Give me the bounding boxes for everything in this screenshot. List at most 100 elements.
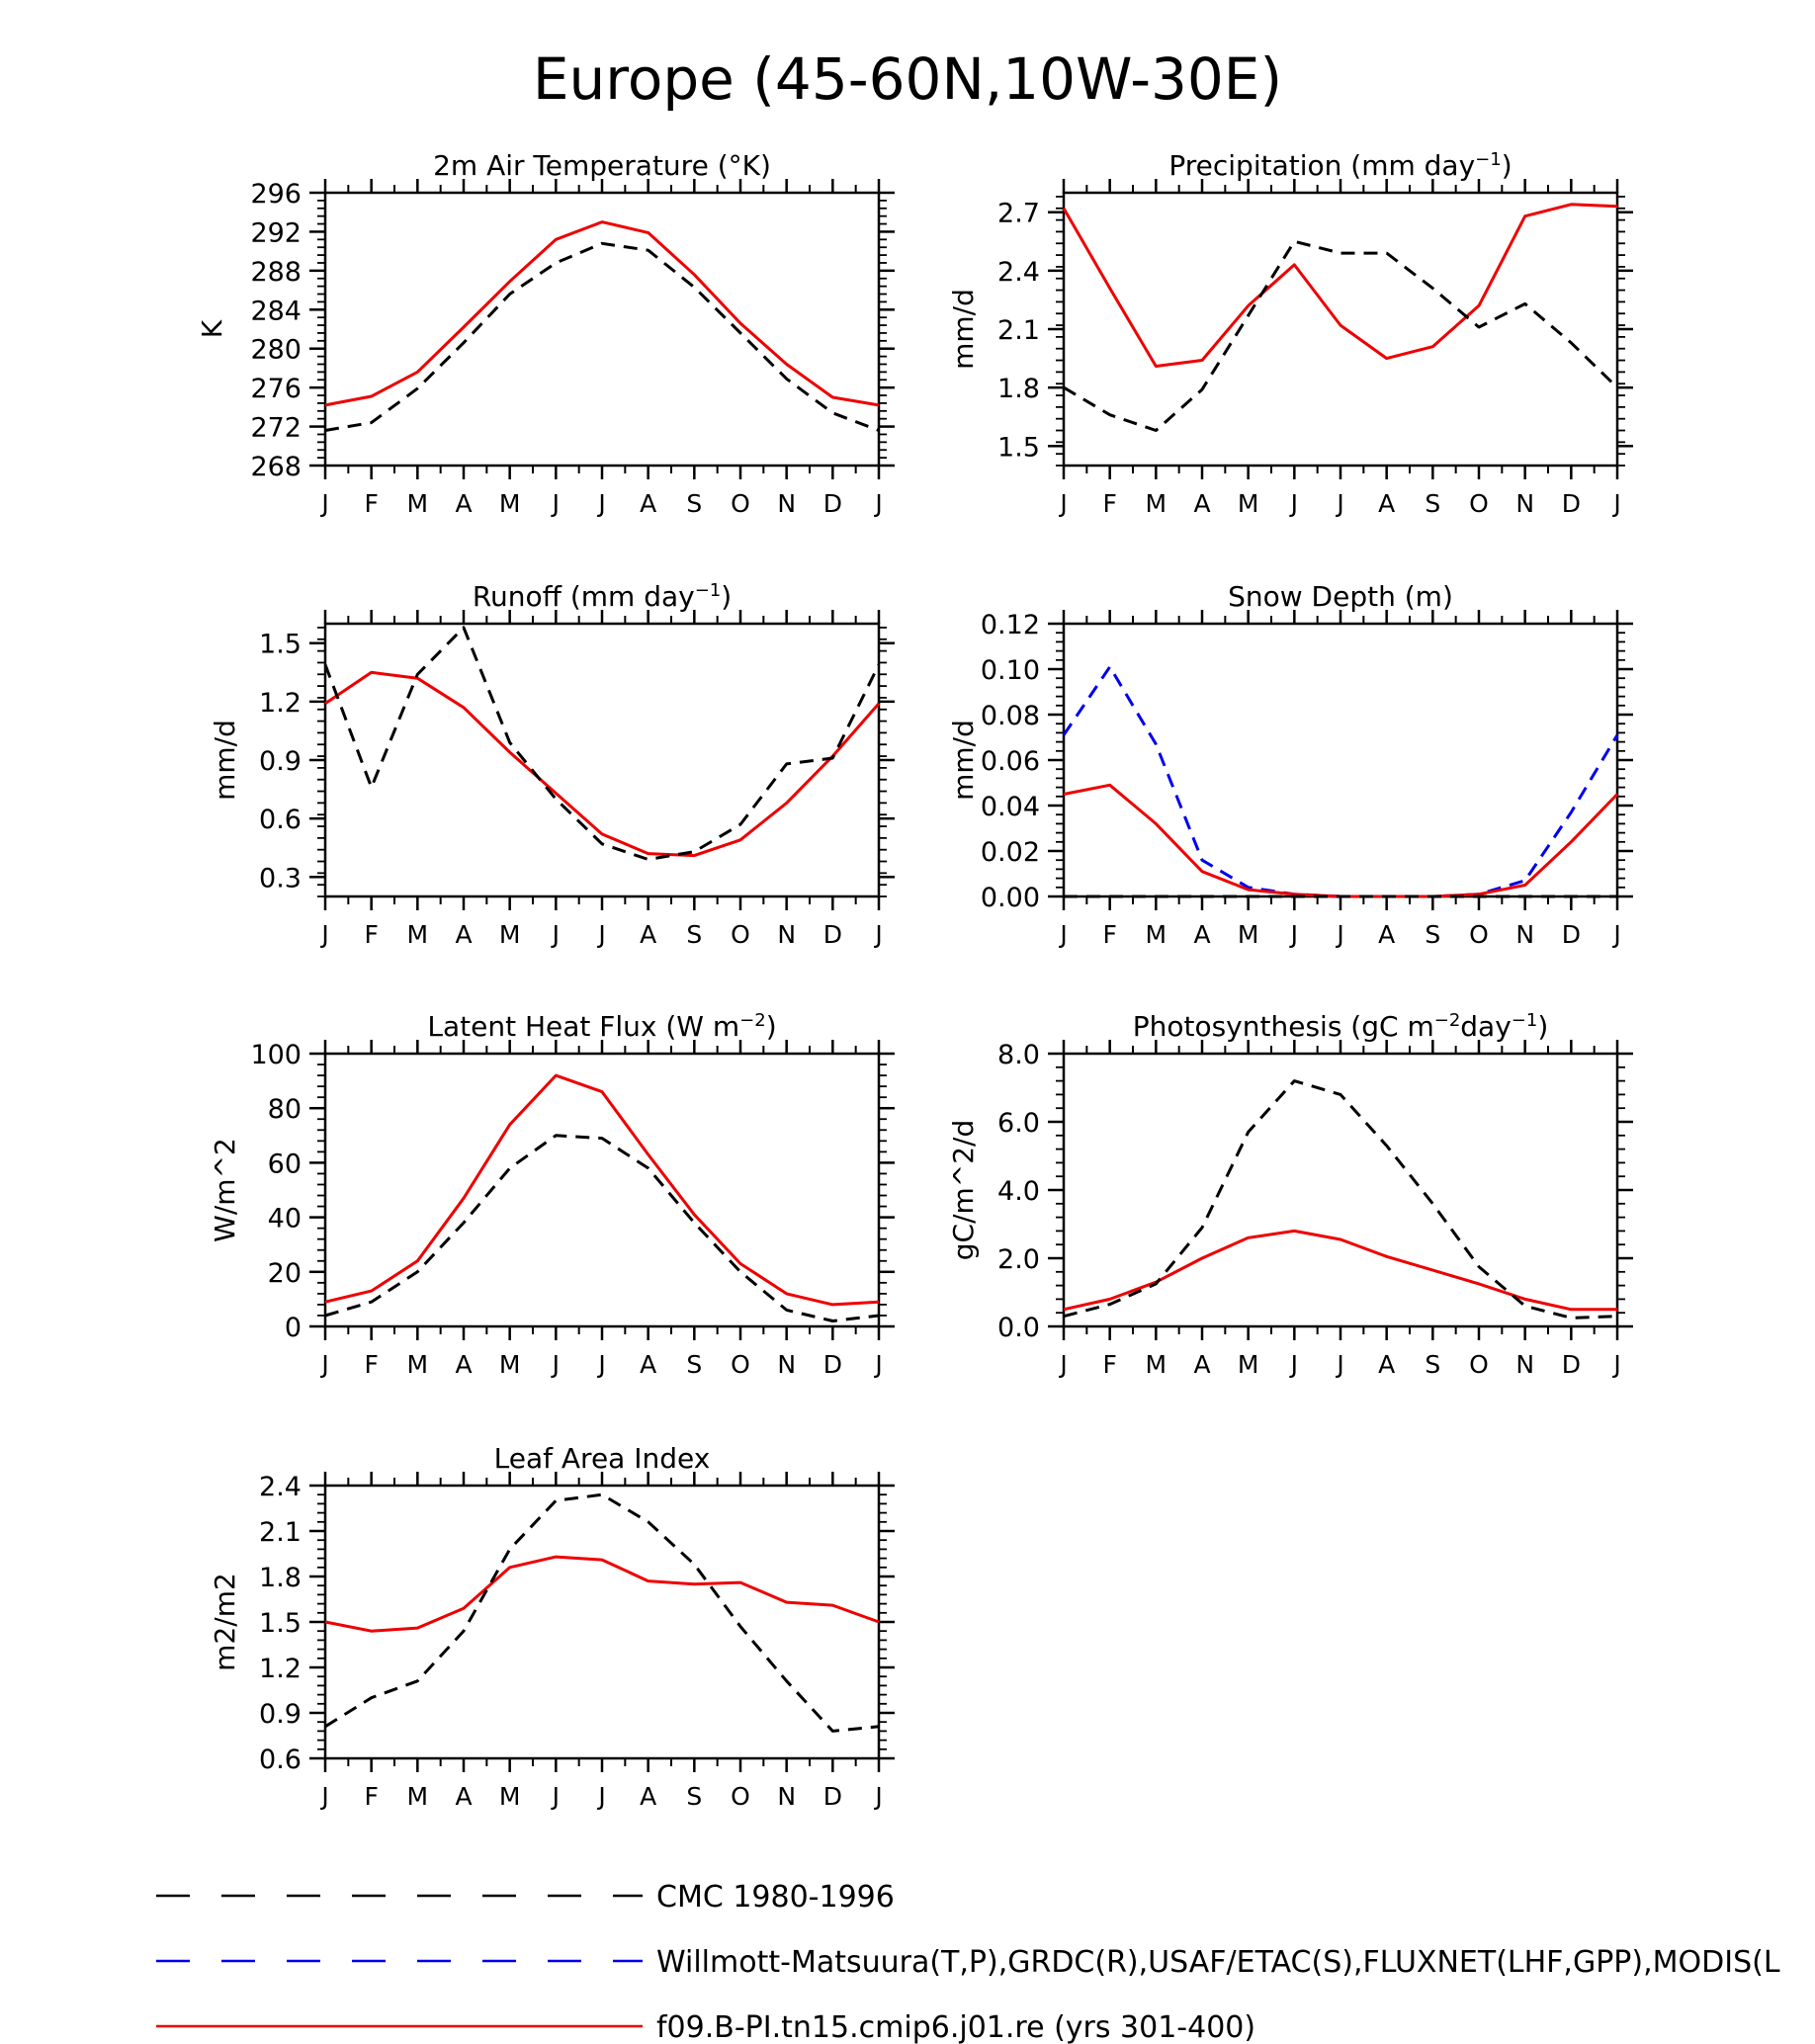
y-tick-label: 0.04 [981,792,1040,822]
series-line-black [323,626,881,861]
y-tick-label: 0.9 [259,746,302,777]
x-tick-label: S [686,1782,702,1811]
x-tick-label: M [1238,1350,1259,1379]
x-tick-label: D [1562,920,1581,949]
x-tick-label: F [364,1782,378,1811]
x-tick-label: A [455,920,472,949]
y-tick-label: 276 [250,374,302,404]
x-tick-label: F [1102,489,1116,518]
x-tick-label: J [1335,920,1343,949]
x-tick-label: J [873,920,882,949]
x-tick-label: J [1058,920,1067,949]
panel-title: Precipitation (mm day−1) [1168,149,1512,183]
y-axis-label: gC/m^2/d [947,1120,980,1261]
x-tick-label: J [319,1782,328,1811]
x-tick-label: N [777,1782,796,1811]
x-tick-label: M [407,920,429,949]
plot-frame [1062,191,1619,468]
x-tick-label: O [731,489,750,518]
x-tick-label: A [1378,489,1395,518]
x-tick-label: M [407,1782,429,1811]
x-tick-label: J [1335,1350,1343,1379]
y-tick-label: 284 [250,296,302,326]
y-tick-label: 0 [285,1313,302,1343]
x-tick-label: S [686,489,702,518]
x-tick-label: D [823,1782,842,1811]
panel-title: Leaf Area Index [494,1442,711,1475]
x-tick-label: A [1193,1350,1210,1379]
x-tick-label: O [1469,1350,1489,1379]
x-tick-label: D [823,1350,842,1379]
x-tick-label: A [1378,1350,1395,1379]
x-tick-label: N [777,489,796,518]
plot-frame [323,191,881,468]
x-tick-label: N [1515,1350,1534,1379]
y-tick-label: 0.02 [981,837,1040,868]
x-tick-label: F [364,1350,378,1379]
x-tick-label: J [319,920,328,949]
y-tick-label: 80 [268,1094,302,1125]
x-tick-label: A [1193,920,1210,949]
chart-panel: J F M A M J J A S O N D J0.60.91.21.51.82.12.4m2/m2L… [209,1442,895,1811]
x-tick-label: A [640,489,656,518]
y-tick-label: 2.0 [997,1244,1040,1275]
y-axis-label: W/m^2 [209,1138,241,1242]
x-tick-label: J [551,920,560,949]
plot-frame [323,1484,881,1760]
series-line-black [1063,239,1619,432]
y-tick-label: 0.12 [981,610,1040,640]
x-tick-label: F [1102,1350,1116,1379]
x-tick-label: O [731,1350,750,1379]
series-line-black [324,1134,880,1322]
x-tick-label: O [731,920,750,949]
x-tick-label: M [1238,920,1259,949]
x-tick-label: A [455,489,472,518]
y-tick-label: 100 [250,1040,302,1070]
x-tick-label: M [499,1350,521,1379]
chart-panel: J F M A M J J A S O N D J0.02.04.06.08.0gC/m^2/dPhot… [947,1010,1633,1379]
x-tick-label: J [1058,1350,1067,1379]
series-line-black [324,1492,880,1733]
x-tick-label: A [455,1350,472,1379]
x-tick-label: J [1289,489,1298,518]
y-tick-label: 0.9 [259,1699,302,1730]
y-tick-label: 0.0 [997,1313,1040,1343]
x-tick-label: D [1562,1350,1581,1379]
legend: CMC 1980-1996 Willmott-Matsuura(T,P),GRDC… [156,1880,1780,2044]
y-axis-label: mm/d [209,720,241,801]
y-tick-label: 60 [268,1149,302,1179]
x-tick-label: A [455,1782,472,1811]
x-tick-label: O [1469,489,1489,518]
y-tick-label: 272 [250,413,302,444]
y-tick-label: 2.1 [259,1517,302,1548]
x-tick-label: O [731,1782,750,1811]
y-tick-label: 40 [268,1204,302,1235]
x-tick-label: D [1562,489,1581,518]
y-tick-label: 4.0 [997,1176,1040,1207]
x-tick-label: J [596,1350,605,1379]
x-tick-label: F [1102,920,1116,949]
y-tick-label: 0.6 [259,1745,302,1775]
x-tick-label: A [640,1782,656,1811]
panel-title: Photosynthesis (gC m−2day−1) [1133,1010,1549,1044]
legend-label-3: f09.B-PI.tn15.cmip6.j01.re (yrs 301-400) [656,2010,1255,2044]
y-tick-label: 0.00 [981,883,1040,913]
panel-title: 2m Air Temperature (°K) [433,149,771,182]
x-tick-label: M [407,1350,429,1379]
x-tick-label: N [777,920,796,949]
y-axis-label: mm/d [947,289,980,370]
series-line-black [324,241,880,432]
x-tick-label: M [1146,489,1167,518]
y-tick-label: 296 [250,179,302,210]
y-tick-label: 0.3 [259,863,302,894]
x-tick-label: F [364,489,378,518]
y-tick-label: 2.7 [997,199,1040,229]
x-tick-label: A [1193,489,1210,518]
x-tick-label: D [823,489,842,518]
x-tick-label: J [596,1782,605,1811]
series-line-red [1062,203,1618,368]
chart-panel: J F M A M J J A S O N D J0.000.020.040.060.080.100.1… [947,580,1633,949]
x-tick-label: N [1515,489,1534,518]
